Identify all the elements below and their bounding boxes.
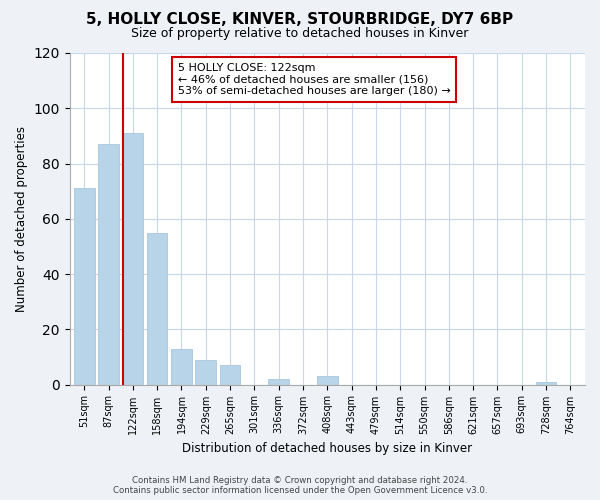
Bar <box>122 133 143 384</box>
Bar <box>317 376 338 384</box>
Text: Size of property relative to detached houses in Kinver: Size of property relative to detached ho… <box>131 28 469 40</box>
Y-axis label: Number of detached properties: Number of detached properties <box>15 126 28 312</box>
X-axis label: Distribution of detached houses by size in Kinver: Distribution of detached houses by size … <box>182 442 472 455</box>
Text: 5 HOLLY CLOSE: 122sqm
← 46% of detached houses are smaller (156)
53% of semi-det: 5 HOLLY CLOSE: 122sqm ← 46% of detached … <box>178 63 451 96</box>
Bar <box>74 188 95 384</box>
Bar <box>268 379 289 384</box>
Text: 5, HOLLY CLOSE, KINVER, STOURBRIDGE, DY7 6BP: 5, HOLLY CLOSE, KINVER, STOURBRIDGE, DY7… <box>86 12 514 28</box>
Bar <box>171 348 192 384</box>
Bar <box>98 144 119 384</box>
Bar <box>220 365 241 384</box>
Bar <box>196 360 216 384</box>
Bar <box>147 232 167 384</box>
Text: Contains HM Land Registry data © Crown copyright and database right 2024.
Contai: Contains HM Land Registry data © Crown c… <box>113 476 487 495</box>
Bar <box>536 382 556 384</box>
